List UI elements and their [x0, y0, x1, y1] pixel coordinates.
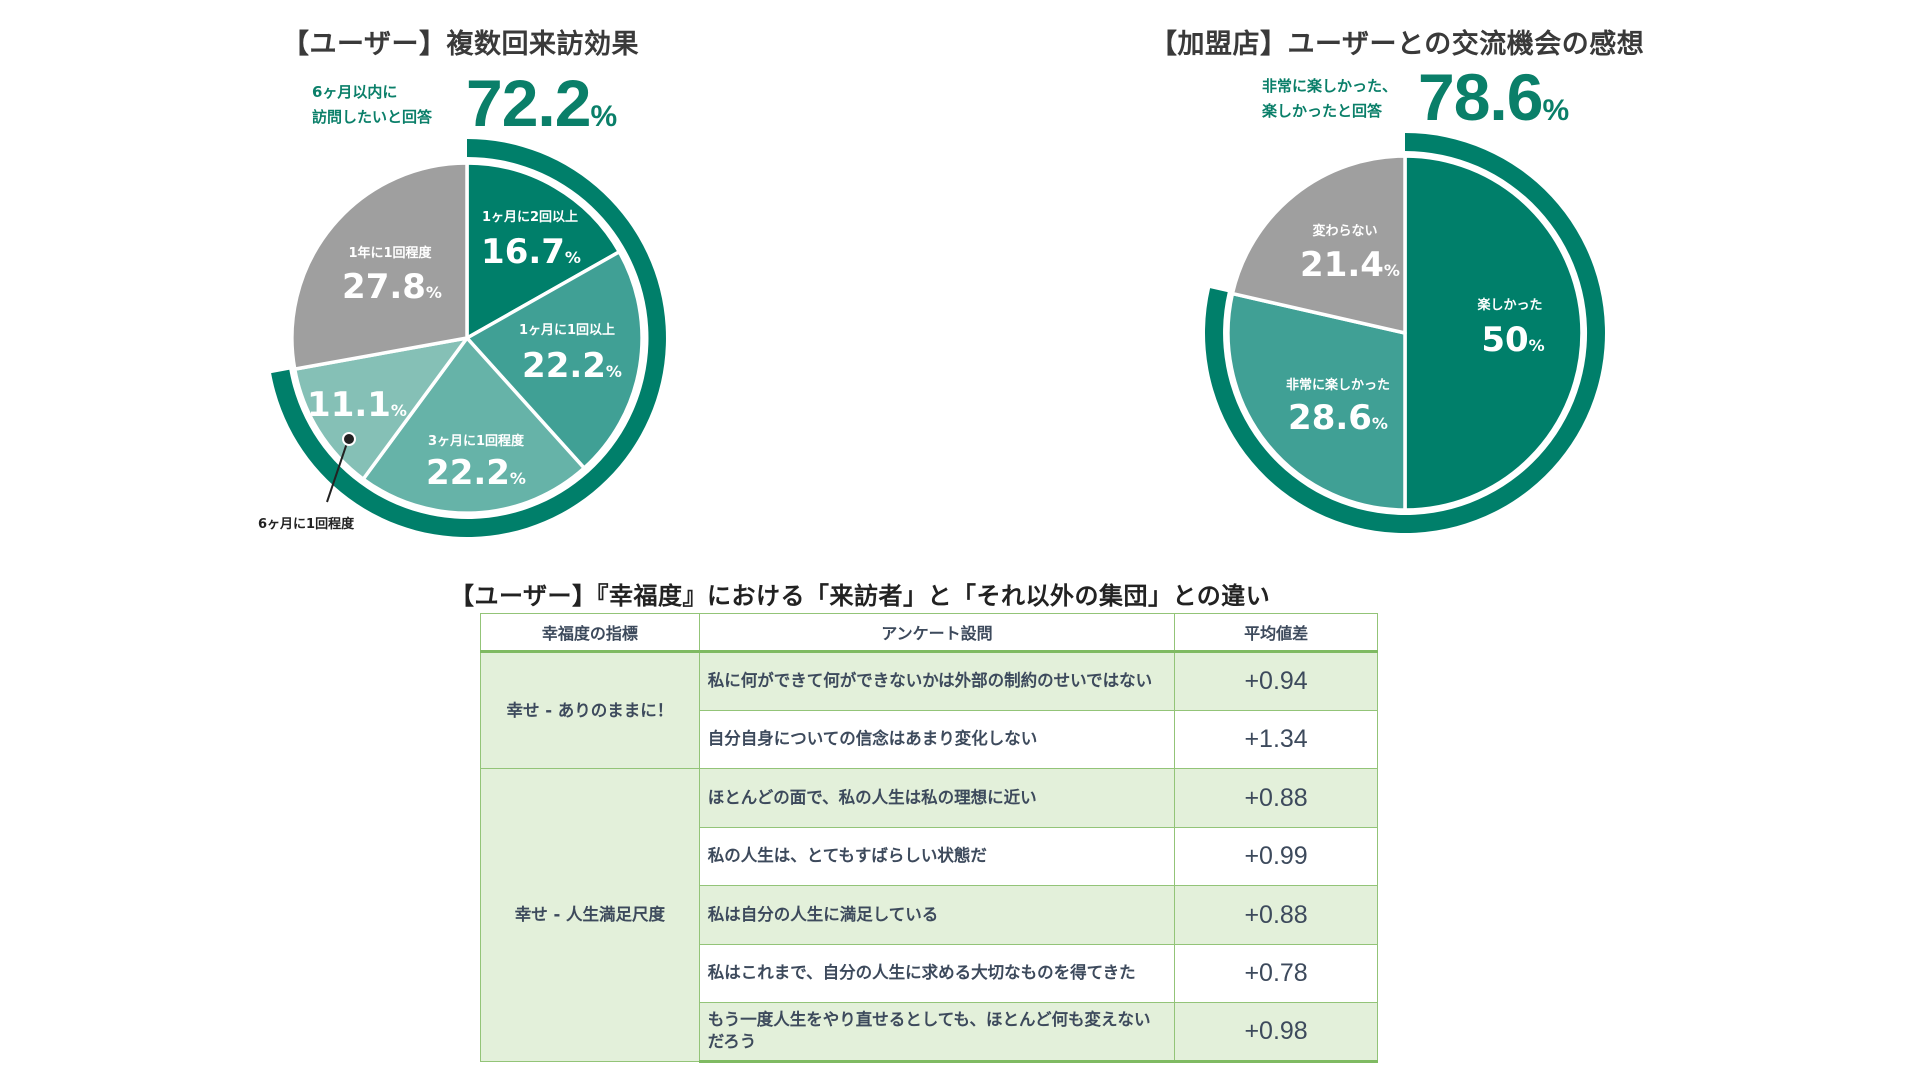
header-indicator: 幸福度の指標 — [480, 613, 700, 653]
diff-cell: +0.99 — [1174, 826, 1378, 886]
left-slice-5-value: 27.8% — [342, 267, 442, 307]
diff-cell: +0.94 — [1174, 651, 1378, 711]
left-slice-1-value: 16.7% — [481, 232, 581, 272]
left-slice-2 — [465, 250, 644, 470]
left-slice-2-label: 1ヶ月に1回以上 — [519, 323, 615, 338]
callout-pointer-icon — [326, 432, 356, 503]
right-slice-1-value: 50% — [1481, 320, 1544, 360]
right-chart-title: 【加盟店】ユーザーとの交流機会の感想 — [1150, 29, 1645, 60]
left-slice-5 — [290, 161, 469, 371]
happiness-table: 幸福度の指標 アンケート設問 平均値差 幸せ - ありのままに！ 私に何ができて… — [480, 613, 1378, 1063]
left-pie-chart: 1ヶ月に2回以上 16.7% 1ヶ月に1回以上 22.2% 3ヶ月に1回程度 2… — [258, 139, 666, 537]
right-slice-3 — [1230, 154, 1407, 335]
right-slice-2-value: 28.6% — [1288, 398, 1388, 438]
right-slice-1 — [1403, 154, 1584, 512]
question-cell: ほとんどの面で、私の人生は私の理想に近い — [698, 768, 1176, 828]
indicator-cell: 幸せ - ありのままに！ — [480, 651, 700, 769]
right-highlight-label-line2: 楽しかったと回答 — [1262, 102, 1383, 120]
left-slice-4 — [292, 336, 469, 481]
question-cell: もう一度人生をやり直せるとしても、ほとんど何も変えないだろう — [698, 1002, 1176, 1063]
left-slice-3-value: 22.2% — [426, 453, 526, 493]
question-cell: 自分自身についての信念はあまり変化しない — [698, 709, 1176, 769]
question-cell: 私は自分の人生に満足している — [698, 885, 1176, 945]
left-highlight-label-line2: 訪問したいと回答 — [312, 108, 433, 126]
left-slice-3 — [361, 336, 586, 515]
header-question: アンケート設問 — [698, 613, 1176, 653]
header-diff: 平均値差 — [1174, 613, 1378, 653]
table-row: 私の人生は、とてもすばらしい状態だ +0.99 — [481, 826, 1378, 886]
left-slice-1 — [465, 161, 622, 340]
left-slice-4-value: 11.1% — [307, 385, 407, 425]
table-row: 私はこれまで、自分の人生に求める大切なものを得てきた +0.78 — [481, 943, 1378, 1003]
left-slice-3-label: 3ヶ月に1回程度 — [428, 433, 525, 449]
left-callout-label: 6ヶ月に1回程度 — [258, 516, 355, 532]
indicator-cell: 幸せ - 人生満足尺度 — [480, 768, 700, 1062]
right-highlight-value: 78.6% — [1418, 60, 1570, 134]
question-cell: 私の人生は、とてもすばらしい状態だ — [698, 826, 1176, 886]
table-row: 私は自分の人生に満足している +0.88 — [481, 885, 1378, 945]
diff-cell: +0.98 — [1174, 1002, 1378, 1063]
left-highlight-value: 72.2% — [466, 66, 618, 140]
left-highlight-label-line1: 6ヶ月以内に — [312, 83, 398, 101]
table-row: 幸せ - 人生満足尺度 ほとんどの面で、私の人生は私の理想に近い +0.88 — [480, 768, 1378, 1062]
left-slice-5-label: 1年に1回程度 — [348, 245, 432, 261]
question-cell: 私に何ができて何ができないかは外部の制約のせいではない — [698, 651, 1176, 711]
right-highlight-label: 非常に楽しかった、 楽しかったと回答 — [1262, 74, 1397, 124]
table-row: 自分自身についての信念はあまり変化しない +1.34 — [481, 709, 1378, 769]
question-cell: 私はこれまで、自分の人生に求める大切なものを得てきた — [698, 943, 1176, 1003]
diff-cell: +1.34 — [1174, 709, 1378, 769]
table-row: もう一度人生をやり直せるとしても、ほとんど何も変えないだろう +0.98 — [481, 1002, 1378, 1063]
left-slice-1-label: 1ヶ月に2回以上 — [482, 210, 578, 225]
right-slice-3-label: 変わらない — [1312, 223, 1377, 239]
diff-cell: +0.88 — [1174, 885, 1378, 945]
right-slice-2 — [1226, 291, 1407, 512]
right-slice-1-label: 楽しかった — [1476, 297, 1542, 313]
right-slice-3-value: 21.4% — [1300, 245, 1400, 285]
table-title: 【ユーザー】『幸福度』における「来訪者」と「それ以外の集団」との違い — [450, 582, 1271, 610]
table-row: 幸せ - ありのままに！ 私に何ができて何ができないかは外部の制約のせいではない… — [480, 651, 1378, 769]
left-chart-title: 【ユーザー】複数回来訪効果 — [282, 29, 639, 60]
right-slice-2-label: 非常に楽しかった — [1286, 377, 1390, 393]
diff-cell: +0.88 — [1174, 768, 1378, 828]
left-slice-2-value: 22.2% — [522, 346, 622, 386]
diff-cell: +0.78 — [1174, 943, 1378, 1003]
table-header-row: 幸福度の指標 アンケート設問 平均値差 — [480, 613, 1378, 653]
right-pie-chart: 楽しかった 50% 非常に楽しかった 28.6% 変わらない 21.4% — [1204, 133, 1605, 533]
left-highlight-label: 6ヶ月以内に 訪問したいと回答 — [312, 80, 432, 130]
right-highlight-label-line1: 非常に楽しかった、 — [1262, 77, 1398, 95]
